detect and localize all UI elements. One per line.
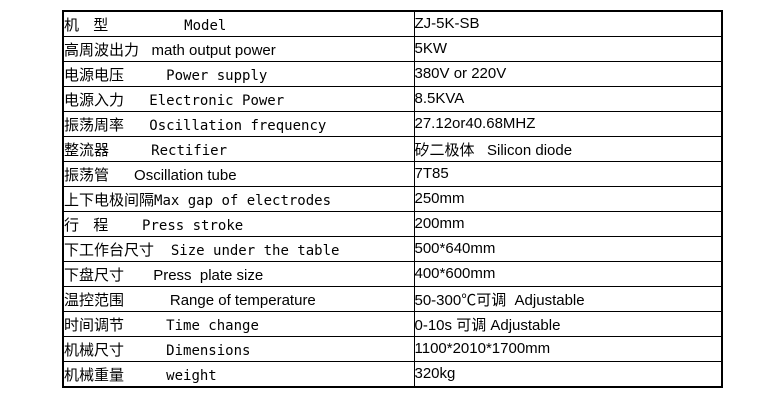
spec-value-cell: 1100*2010*1700mm <box>413 336 723 362</box>
value-text: 7T85 <box>414 165 449 182</box>
spec-label-cell: 机械重量 weight <box>62 361 415 388</box>
table-row: 整流器 Rectifier 矽二极体 Silicon diode <box>62 136 723 162</box>
value-text: 27.12or40.68MHZ <box>414 115 536 132</box>
spec-label-cell: 高周波出力 math output power <box>62 36 415 62</box>
spec-value-cell: 矽二极体 Silicon diode <box>413 136 723 162</box>
label-english-text: weight <box>124 367 217 384</box>
spec-label-cell: 电源电压 Power supply <box>62 61 415 87</box>
label-english-text: Model <box>108 17 227 34</box>
spec-value-cell: 50-300℃可调 Adjustable <box>413 286 723 312</box>
table-row: 机械尺寸 Dimensions 1100*2010*1700mm <box>62 336 723 362</box>
spec-label-cell: 电源入力 Electronic Power <box>62 86 415 112</box>
value-text: 8.5KVA <box>414 90 465 107</box>
value-text: ZJ-5K-SB <box>414 15 480 32</box>
label-chinese-text: 整流器 <box>64 140 110 159</box>
value-text: 380V or 220V <box>414 65 507 82</box>
spec-table: 机 型 Model ZJ-5K-SB 高周波出力 math output pow… <box>62 10 723 388</box>
label-english-text: Dimensions <box>124 342 251 359</box>
table-row: 电源电压 Power supply 380V or 220V <box>62 61 723 87</box>
label-english-text: Time change <box>124 317 259 334</box>
label-chinese-text: 机械重量 <box>64 365 125 384</box>
table-row: 行 程 Press stroke 200mm <box>62 211 723 237</box>
spec-value-cell: 5KW <box>413 36 723 62</box>
spec-label-cell: 振荡管 Oscillation tube <box>62 161 415 187</box>
label-chinese-text: 下盘尺寸 <box>64 265 125 284</box>
label-english-text: Oscillation frequency <box>124 117 327 134</box>
spec-value-cell: 320kg <box>413 361 723 388</box>
label-chinese-text: 电源入力 <box>64 90 125 109</box>
label-english-text: Rectifier <box>109 142 228 159</box>
table-row: 机 型 Model ZJ-5K-SB <box>62 10 723 37</box>
label-chinese-text: 下工作台尺寸 <box>64 240 155 259</box>
table-row: 温控范围 Range of temperature 50-300℃可调 Adju… <box>62 286 723 312</box>
spec-label-cell: 行 程 Press stroke <box>62 211 415 237</box>
table-row: 振荡周率 Oscillation frequency 27.12or40.68M… <box>62 111 723 137</box>
label-chinese-text: 上下电极间隔 <box>64 190 155 209</box>
label-chinese-text: 温控范围 <box>64 290 125 309</box>
spec-value-cell: 27.12or40.68MHZ <box>413 111 723 137</box>
value-text: 1100*2010*1700mm <box>414 340 551 357</box>
value-text: 400*600mm <box>414 265 496 282</box>
spec-value-cell: 200mm <box>413 211 723 237</box>
table-row: 高周波出力 math output power 5KW <box>62 36 723 62</box>
label-chinese-text: 行 程 <box>64 215 109 234</box>
spec-value-cell: 8.5KVA <box>413 86 723 112</box>
label-chinese-text: 电源电压 <box>64 65 125 84</box>
label-chinese-text: 高周波出力 <box>64 40 140 59</box>
label-english-text: Press plate size <box>124 266 264 284</box>
spec-label-cell: 振荡周率 Oscillation frequency <box>62 111 415 137</box>
label-english-text: Range of temperature <box>124 291 316 309</box>
spec-label-cell: 时间调节 Time change <box>62 311 415 337</box>
table-row: 时间调节 Time change 0-10s 可调 Adjustable <box>62 311 723 337</box>
label-english-text: Power supply <box>124 67 268 84</box>
label-chinese-text: 机 型 <box>64 15 109 34</box>
spec-label-cell: 下工作台尺寸 Size under the table <box>62 236 415 262</box>
label-english-text: Press stroke <box>108 217 244 234</box>
label-english-text: Size under the table <box>154 242 340 259</box>
value-text: 5KW <box>414 40 448 57</box>
spec-value-cell: 250mm <box>413 186 723 212</box>
table-row: 下盘尺寸 Press plate size 400*600mm <box>62 261 723 287</box>
label-english-text: math output power <box>139 41 276 59</box>
value-text: 矽二极体 Silicon diode <box>414 141 573 159</box>
spec-value-cell: 0-10s 可调 Adjustable <box>413 311 723 337</box>
spec-value-cell: 500*640mm <box>413 236 723 262</box>
table-row: 电源入力 Electronic Power 8.5KVA <box>62 86 723 112</box>
label-english-text: Electronic Power <box>124 92 285 109</box>
spec-label-cell: 上下电极间隔Max gap of electrodes <box>62 186 415 212</box>
spec-label-cell: 下盘尺寸 Press plate size <box>62 261 415 287</box>
value-text: 200mm <box>414 215 465 232</box>
table-row: 振荡管 Oscillation tube 7T85 <box>62 161 723 187</box>
spec-value-cell: 7T85 <box>413 161 723 187</box>
label-english-text: Oscillation tube <box>109 166 237 184</box>
label-chinese-text: 振荡管 <box>64 165 110 184</box>
spec-label-cell: 整流器 Rectifier <box>62 136 415 162</box>
spec-table-body: 机 型 Model ZJ-5K-SB 高周波出力 math output pow… <box>62 10 723 388</box>
spec-value-cell: 380V or 220V <box>413 61 723 87</box>
spec-label-cell: 温控范围 Range of temperature <box>62 286 415 312</box>
spec-value-cell: 400*600mm <box>413 261 723 287</box>
value-text: 250mm <box>414 190 465 207</box>
table-row: 下工作台尺寸 Size under the table 500*640mm <box>62 236 723 262</box>
label-chinese-text: 振荡周率 <box>64 115 125 134</box>
value-text: 50-300℃可调 Adjustable <box>414 291 585 309</box>
value-text: 0-10s 可调 Adjustable <box>414 316 561 334</box>
value-text: 500*640mm <box>414 240 496 257</box>
label-chinese-text: 时间调节 <box>64 315 125 334</box>
table-row: 机械重量 weight 320kg <box>62 361 723 388</box>
spec-label-cell: 机 型 Model <box>62 10 415 37</box>
spec-label-cell: 机械尺寸 Dimensions <box>62 336 415 362</box>
value-text: 320kg <box>414 365 456 382</box>
spec-value-cell: ZJ-5K-SB <box>413 10 723 37</box>
label-chinese-text: 机械尺寸 <box>64 340 125 359</box>
label-english-text: Max gap of electrodes <box>154 192 332 209</box>
table-row: 上下电极间隔Max gap of electrodes 250mm <box>62 186 723 212</box>
